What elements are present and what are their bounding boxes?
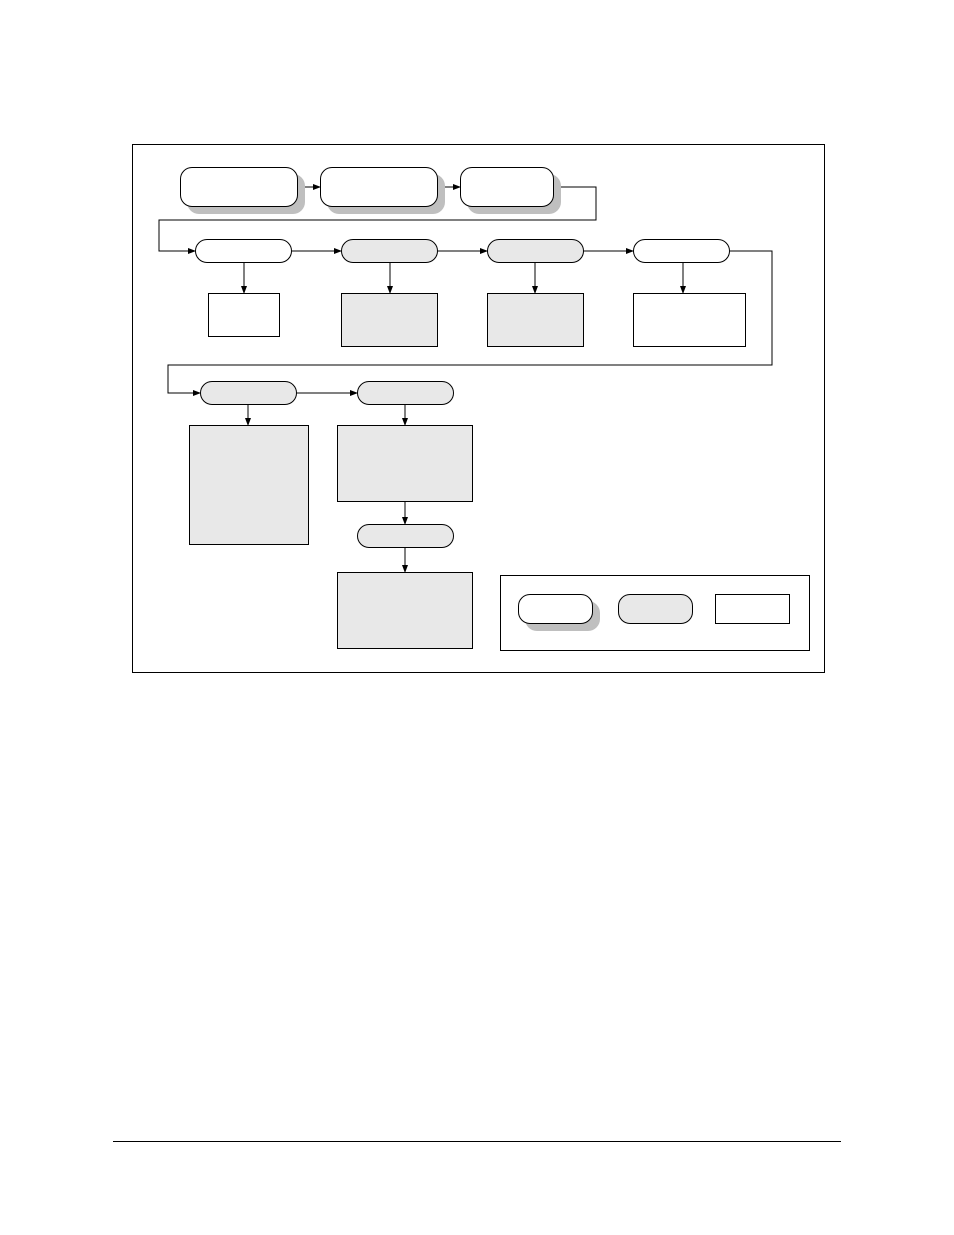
- flow-node-n10: [487, 293, 584, 347]
- flow-node-n7: [633, 239, 730, 263]
- flow-node-n1: [180, 167, 298, 207]
- flow-node-n16: [357, 524, 454, 548]
- legend-item-detail: [715, 594, 790, 624]
- flow-node-n8: [208, 293, 280, 337]
- flow-node-n11: [633, 293, 746, 347]
- flow-node-n15: [337, 425, 473, 502]
- legend-item-primary: [518, 594, 593, 624]
- footer-rule: [113, 1141, 841, 1142]
- flow-node-n4: [195, 239, 292, 263]
- legend-item-secondary: [618, 594, 693, 624]
- flow-node-n2: [320, 167, 438, 207]
- flow-node-n12: [200, 381, 297, 405]
- flow-node-n13: [357, 381, 454, 405]
- flow-node-n14: [189, 425, 309, 545]
- flow-node-n9: [341, 293, 438, 347]
- flow-node-n17: [337, 572, 473, 649]
- flow-node-n5: [341, 239, 438, 263]
- flow-node-n6: [487, 239, 584, 263]
- flow-node-n3: [460, 167, 554, 207]
